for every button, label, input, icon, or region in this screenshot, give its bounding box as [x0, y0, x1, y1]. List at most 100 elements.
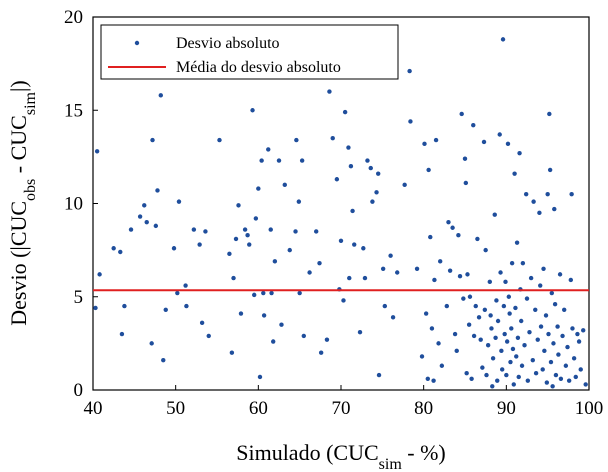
data-point — [261, 290, 266, 296]
data-point — [519, 363, 525, 368]
data-point — [566, 378, 572, 383]
label-part: - CUC — [6, 115, 31, 179]
data-point — [549, 290, 554, 296]
data-point — [507, 311, 512, 316]
data-point — [509, 260, 515, 266]
data-point — [183, 283, 188, 288]
data-point — [282, 182, 287, 188]
data-point — [317, 260, 322, 266]
x-tick-label: 80 — [414, 398, 433, 419]
y-tick-label: 10 — [64, 194, 83, 215]
data-point — [514, 240, 520, 245]
data-point — [257, 374, 263, 380]
data-point — [287, 247, 292, 253]
data-point — [266, 147, 271, 152]
data-point — [478, 337, 483, 342]
data-point — [374, 190, 379, 195]
data-point — [464, 371, 469, 376]
data-point — [184, 303, 189, 309]
data-point — [395, 270, 400, 275]
data-point — [557, 272, 563, 277]
data-point — [419, 354, 425, 359]
label-part: |) — [6, 80, 31, 92]
data-point — [380, 266, 386, 271]
y-tick-label: 15 — [64, 100, 83, 121]
data-point — [191, 227, 197, 232]
data-point — [137, 214, 143, 219]
data-point — [279, 322, 284, 327]
data-point — [475, 236, 480, 242]
data-point — [461, 296, 466, 301]
y-axis-label: Desvio (|CUCobs - CUCsim|) — [6, 80, 39, 325]
data-point — [483, 247, 488, 253]
data-point — [573, 374, 578, 380]
data-point — [271, 339, 276, 344]
data-point — [583, 382, 588, 387]
data-point — [245, 233, 250, 238]
data-point — [530, 357, 535, 363]
data-point — [555, 324, 560, 329]
data-point — [382, 303, 388, 309]
data-point — [511, 382, 516, 387]
data-point — [547, 111, 552, 117]
data-point — [297, 290, 302, 296]
data-point — [269, 290, 274, 296]
data-point — [457, 274, 463, 279]
data-point — [563, 363, 569, 368]
data-point — [505, 141, 511, 147]
data-point — [500, 37, 506, 42]
data-point — [462, 156, 468, 161]
data-point — [494, 298, 499, 303]
data-point — [493, 335, 498, 340]
data-point — [503, 279, 508, 285]
legend-text: Média do desvio absoluto — [176, 59, 341, 76]
data-point — [525, 378, 531, 383]
data-point — [487, 279, 492, 285]
data-point — [368, 165, 373, 171]
data-point — [463, 180, 469, 186]
data-point — [489, 326, 494, 331]
data-point — [488, 313, 493, 318]
data-point — [551, 341, 556, 346]
x-tick-label: 100 — [575, 398, 604, 419]
data-point — [500, 367, 505, 372]
data-point — [111, 246, 116, 251]
y-tick-label: 20 — [64, 7, 83, 28]
data-point — [301, 333, 306, 339]
data-point — [543, 313, 549, 318]
data-point — [293, 229, 298, 234]
data-point — [414, 266, 420, 271]
data-point — [506, 294, 512, 299]
data-point — [347, 275, 352, 281]
data-point — [233, 236, 239, 242]
data-point — [545, 191, 550, 197]
data-point — [390, 315, 396, 320]
x-tick-label: 40 — [84, 398, 103, 419]
data-point — [118, 249, 123, 255]
data-point — [229, 350, 235, 355]
label-subscript: obs — [22, 179, 39, 201]
data-point — [550, 384, 555, 389]
data-point — [576, 339, 582, 344]
data-point — [446, 219, 451, 225]
data-point — [357, 329, 363, 335]
data-point — [476, 315, 482, 320]
data-point — [158, 93, 163, 98]
data-point — [350, 208, 355, 214]
data-point — [433, 137, 439, 143]
data-point — [509, 326, 514, 331]
data-point — [447, 268, 453, 273]
data-point — [490, 356, 496, 361]
data-point — [161, 357, 166, 363]
data-point — [197, 242, 202, 247]
data-point — [501, 303, 507, 309]
data-point — [128, 227, 134, 232]
data-point — [510, 346, 516, 352]
data-point — [560, 333, 565, 339]
data-point — [388, 253, 393, 258]
data-point — [513, 305, 518, 311]
data-point — [330, 136, 335, 141]
data-point — [520, 260, 526, 266]
data-point — [119, 331, 125, 337]
data-point — [423, 311, 429, 316]
